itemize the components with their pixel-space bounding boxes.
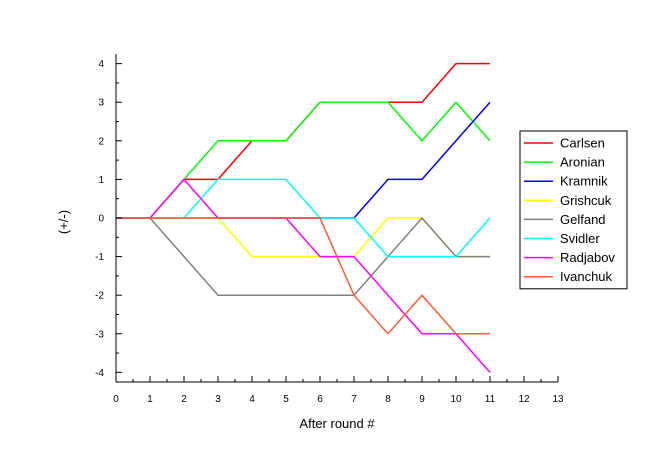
- x-axis-label: After round #: [299, 416, 375, 431]
- y-tick-label: 2: [98, 136, 104, 147]
- legend-label: Aronian: [560, 155, 605, 170]
- y-tick-label: -1: [95, 252, 104, 263]
- x-tick-label: 10: [450, 394, 462, 405]
- y-tick-label: -3: [95, 329, 104, 340]
- y-tick-label: -4: [95, 368, 104, 379]
- legend-label: Grishcuk: [560, 193, 612, 208]
- legend-label: Gelfand: [560, 212, 606, 227]
- legend-label: Radjabov: [560, 250, 615, 265]
- x-tick-label: 5: [283, 394, 289, 405]
- x-tick-label: 4: [249, 394, 255, 405]
- legend-label: Ivanchuk: [560, 269, 613, 284]
- series-line-aronian: [116, 101, 491, 219]
- x-tick-label: 3: [215, 394, 221, 405]
- x-tick-label: 6: [317, 394, 323, 405]
- x-tick-label: 0: [113, 394, 119, 405]
- x-tick-label: 12: [518, 394, 530, 405]
- y-axis-label: (+/-): [56, 210, 71, 234]
- y-tick-label: 1: [98, 175, 104, 186]
- series-layer: [116, 62, 491, 373]
- series-line-radjabov: [116, 178, 491, 373]
- x-tick-label: 8: [385, 394, 391, 405]
- y-tick-label: -2: [95, 291, 104, 302]
- y-tick-label: 3: [98, 98, 104, 109]
- legend-box: [519, 130, 628, 290]
- series-line-carlsen: [116, 62, 490, 219]
- legend-label: Svidler: [560, 231, 600, 246]
- series-line-ivanchuk: [116, 217, 490, 335]
- legend-label: Kramnik: [560, 174, 608, 189]
- legend-label: Carlsen: [560, 136, 605, 151]
- x-tick-label: 7: [351, 394, 357, 405]
- x-tick-label: 11: [485, 394, 496, 405]
- series-line-gelfand: [116, 216, 490, 296]
- x-tick-label: 13: [552, 394, 564, 405]
- y-tick-label: 0: [98, 214, 104, 225]
- y-tick-label: 4: [98, 59, 104, 70]
- x-tick-label: 9: [419, 394, 425, 405]
- x-tick-label: 2: [181, 394, 187, 405]
- x-tick-label: 1: [147, 394, 153, 405]
- series-line-kramnik: [116, 101, 491, 219]
- legend: Carlsen Aronian Kramnik Grishcuk Gelfand Svid…: [519, 130, 628, 290]
